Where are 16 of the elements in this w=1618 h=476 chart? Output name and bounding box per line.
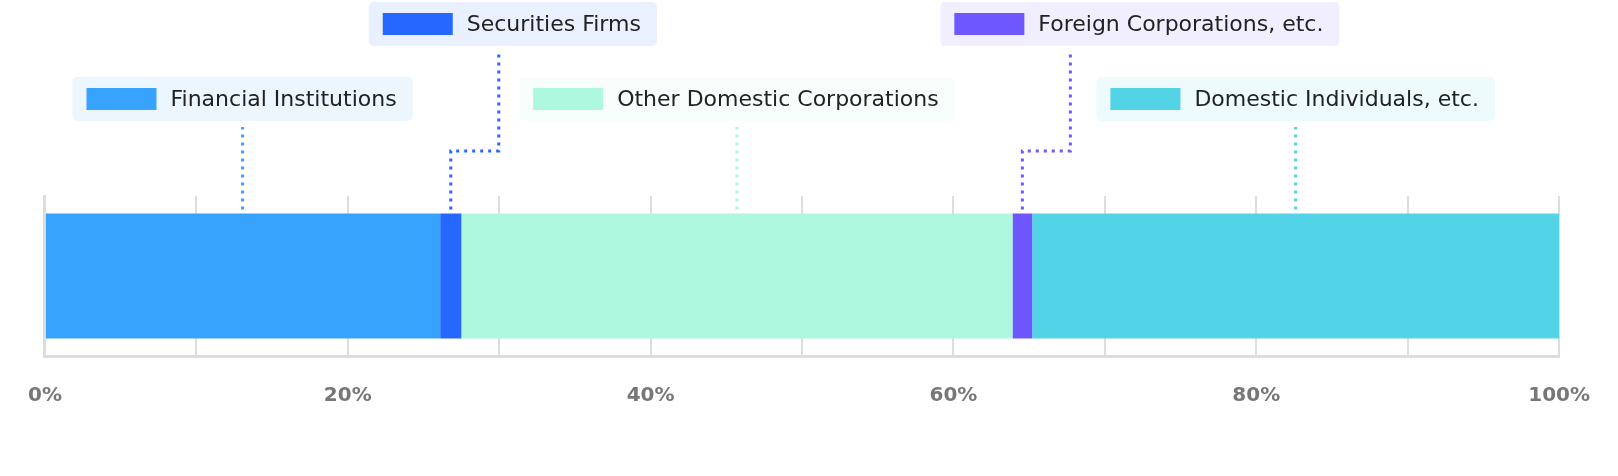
bar	[440, 213, 462, 339]
x-tick-label: 0%	[27, 382, 62, 407]
legend-label: Foreign Corporations, etc.	[1038, 10, 1324, 36]
x-tick-label: 60%	[929, 382, 978, 407]
x-tick-label: 100%	[1528, 382, 1590, 407]
legend-label: Financial Institutions	[170, 85, 397, 111]
bar	[1032, 213, 1560, 339]
legend-label: Domestic Individuals, etc.	[1194, 85, 1479, 111]
x-tick-label: 80%	[1232, 382, 1281, 407]
x-tick-label: 40%	[626, 382, 675, 407]
bar	[45, 213, 441, 339]
bar	[1012, 213, 1033, 339]
bar	[461, 213, 1013, 339]
legend-label: Securities Firms	[466, 10, 641, 36]
legend-label: Other Domestic Corporations	[617, 85, 939, 111]
x-tick-label: 20%	[323, 382, 372, 407]
